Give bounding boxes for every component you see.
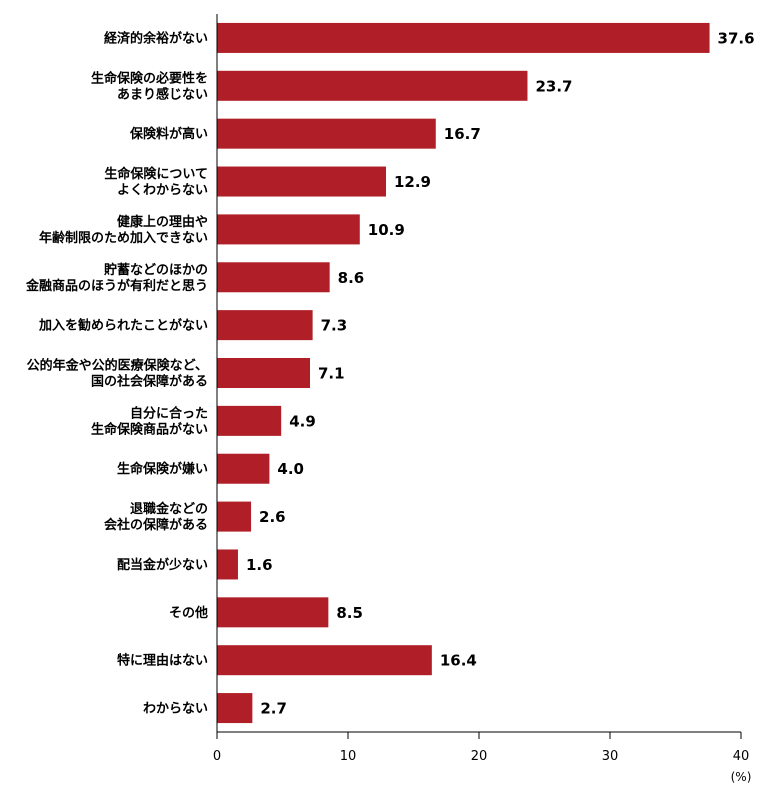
value-labels: 37.6 23.7 16.7 12.9 10.9 8.6 7.3 7.1 4.9 4.0 2.6 1.… <box>246 29 755 717</box>
bar-6 <box>217 310 313 341</box>
value-label-7: 7.1 <box>318 365 345 383</box>
category-label-line: 退職金などの <box>130 501 208 517</box>
category-label-line: 経済的余裕がない <box>104 30 208 46</box>
category-label-line: 配当金が少ない <box>117 557 208 573</box>
bar-14 <box>217 693 253 724</box>
category-label-line: 自分に合った <box>130 405 208 421</box>
category-label-line: 健康上の理由や <box>117 214 208 230</box>
category-label-line: その他 <box>169 605 208 621</box>
value-label-8: 4.9 <box>289 412 316 430</box>
category-label-line: 特に理由はない <box>117 653 208 669</box>
bar-5 <box>217 262 330 293</box>
category-label-line: わからない <box>143 702 208 717</box>
category-label-4: 健康上の理由や年齢制限のため加入できない <box>39 214 208 246</box>
category-label-line: 生命保険の必要性を <box>91 70 208 86</box>
category-label-10: 退職金などの会社の保障がある <box>104 501 208 533</box>
category-label-6: 加入を勧められたことがない <box>38 318 208 334</box>
x-tick-label-0: 0 <box>213 749 221 764</box>
category-label-8: 自分に合った生命保険商品がない <box>91 405 208 437</box>
value-label-1: 23.7 <box>535 77 572 95</box>
bars-group <box>217 22 710 724</box>
x-tick-label-2: 20 <box>471 749 488 764</box>
category-label-line: 生命保険が嫌い <box>117 461 208 477</box>
value-label-10: 2.6 <box>259 508 286 526</box>
bar-11 <box>217 549 238 580</box>
value-label-14: 2.7 <box>260 700 287 718</box>
category-label-3: 生命保険についてよくわからない <box>104 166 208 198</box>
category-label-line: あまり感じない <box>117 86 208 102</box>
category-label-12: その他 <box>169 605 208 621</box>
value-label-4: 10.9 <box>368 221 405 239</box>
category-label-line: 会社の保障がある <box>104 517 208 533</box>
category-label-line: 金融商品のほうが有利だと思う <box>25 278 208 294</box>
value-label-9: 4.0 <box>277 460 304 478</box>
bar-4 <box>217 214 360 245</box>
x-tick-label-1: 10 <box>340 749 357 764</box>
x-axis-unit: (%) <box>731 770 752 784</box>
bar-2 <box>217 118 436 149</box>
category-label-5: 貯蓄などのほかの金融商品のほうが有利だと思う <box>25 262 208 294</box>
x-axis-ticks: 0 10 20 30 40 <box>213 732 749 764</box>
category-label-1: 生命保険の必要性をあまり感じない <box>91 70 208 102</box>
category-label-line: 貯蓄などのほかの <box>104 262 208 278</box>
x-tick-label-4: 40 <box>733 749 750 764</box>
category-label-2: 保険料が高い <box>129 126 208 142</box>
value-label-3: 12.9 <box>394 173 431 191</box>
bar-10 <box>217 501 252 532</box>
bar-7 <box>217 358 311 388</box>
value-label-2: 16.7 <box>444 125 481 143</box>
bar-8 <box>217 405 282 436</box>
category-label-line: 生命保険について <box>104 166 208 182</box>
x-tick-label-3: 30 <box>602 749 619 764</box>
category-label-7: 公的年金や公的医療保険など、国の社会保障がある <box>27 358 208 390</box>
category-labels: 経済的余裕がない生命保険の必要性をあまり感じない保険料が高い生命保険についてよく… <box>25 30 208 716</box>
bar-12 <box>217 597 329 628</box>
value-label-5: 8.6 <box>338 269 365 287</box>
category-label-14: わからない <box>143 702 208 717</box>
bar-1 <box>217 70 528 101</box>
category-label-line: 公的年金や公的医療保険など、 <box>27 358 208 374</box>
value-label-0: 37.6 <box>718 29 755 47</box>
bar-9 <box>217 453 270 484</box>
bar-3 <box>217 166 386 197</box>
category-label-line: 生命保険商品がない <box>91 421 208 437</box>
category-label-line: 年齢制限のため加入できない <box>39 230 208 246</box>
category-label-0: 経済的余裕がない <box>104 30 208 46</box>
value-label-12: 8.5 <box>336 604 363 622</box>
category-label-line: よくわからない <box>117 183 208 198</box>
bar-13 <box>217 645 432 676</box>
category-label-9: 生命保険が嫌い <box>117 461 208 477</box>
category-label-line: 国の社会保障がある <box>91 374 208 390</box>
bar-0 <box>217 22 710 53</box>
value-label-11: 1.6 <box>246 556 273 574</box>
category-label-line: 保険料が高い <box>129 126 208 142</box>
category-label-11: 配当金が少ない <box>117 557 208 573</box>
value-label-6: 7.3 <box>321 317 348 335</box>
category-label-13: 特に理由はない <box>117 653 208 669</box>
value-label-13: 16.4 <box>440 652 477 670</box>
category-label-line: 加入を勧められたことがない <box>38 318 208 334</box>
